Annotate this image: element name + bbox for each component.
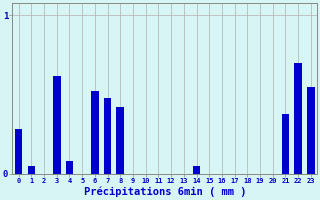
Bar — [15, 129, 22, 174]
Bar — [282, 114, 289, 174]
Bar — [91, 91, 99, 174]
Bar — [116, 107, 124, 174]
Bar — [53, 76, 60, 174]
Bar — [294, 63, 302, 174]
X-axis label: Précipitations 6min ( mm ): Précipitations 6min ( mm ) — [84, 187, 246, 197]
Bar — [28, 166, 35, 174]
Bar — [193, 166, 200, 174]
Bar — [66, 161, 73, 174]
Bar — [307, 87, 315, 174]
Bar — [104, 98, 111, 174]
